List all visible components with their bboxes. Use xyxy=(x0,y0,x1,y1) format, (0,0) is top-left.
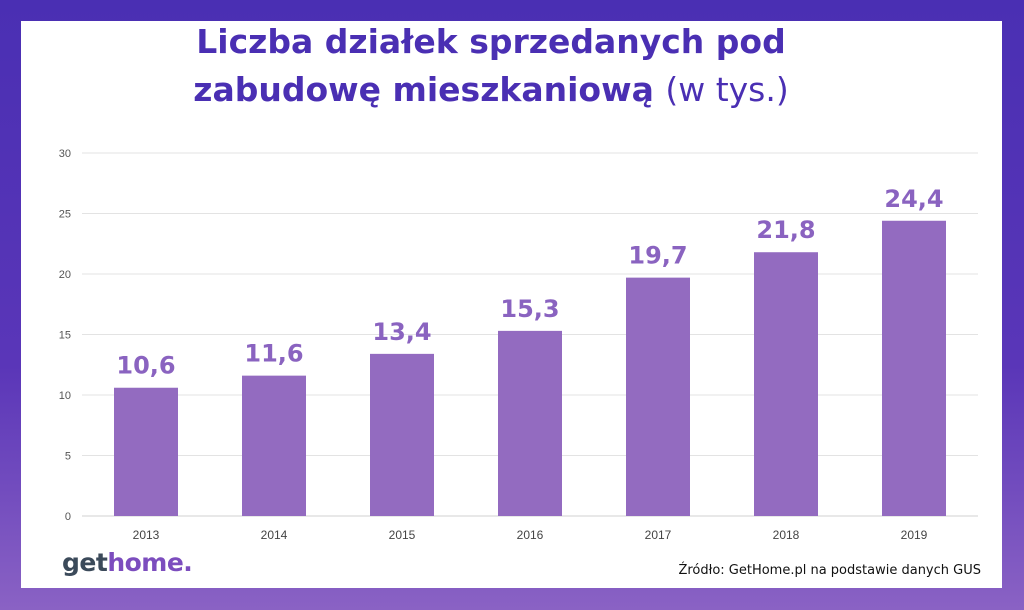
data-label-2013: 10,6 xyxy=(116,352,175,380)
bar-2015 xyxy=(370,353,434,516)
data-label-2017: 19,7 xyxy=(628,242,687,270)
bar-2016 xyxy=(498,330,562,516)
title-line-1: Liczba działek sprzedanych pod xyxy=(196,22,786,61)
y-tick-label: 20 xyxy=(59,269,71,281)
title-unit: (w tys.) xyxy=(665,70,789,109)
y-tick-label: 10 xyxy=(59,390,71,402)
y-tick-label: 5 xyxy=(65,451,71,463)
bar-2019 xyxy=(882,220,946,516)
data-label-2014: 11,6 xyxy=(244,340,303,368)
bar-2018 xyxy=(754,252,818,516)
x-tick-label: 2016 xyxy=(517,528,544,542)
data-label-2019: 24,4 xyxy=(884,185,943,213)
chart-title: Liczba działek sprzedanych pod zabudowę … xyxy=(0,18,1003,114)
logo-text-home: home. xyxy=(107,548,193,577)
bar-2013 xyxy=(114,387,178,516)
title-line-2: zabudowę mieszkaniową xyxy=(193,70,654,109)
y-tick-label: 30 xyxy=(59,148,71,160)
y-tick-label: 25 xyxy=(59,209,71,221)
x-tick-label: 2017 xyxy=(645,528,672,542)
logo-text-get: get xyxy=(62,548,108,577)
data-label-2015: 13,4 xyxy=(372,318,431,346)
x-tick-label: 2018 xyxy=(773,528,800,542)
x-tick-label: 2014 xyxy=(261,528,288,542)
bar-2014 xyxy=(242,375,306,516)
bar-2017 xyxy=(626,277,690,516)
y-tick-label: 0 xyxy=(65,511,71,523)
data-label-2018: 21,8 xyxy=(756,216,815,244)
x-tick-label: 2019 xyxy=(901,528,928,542)
data-label-2016: 15,3 xyxy=(500,295,559,323)
x-tick-label: 2013 xyxy=(133,528,160,542)
x-tick-label: 2015 xyxy=(389,528,416,542)
y-tick-label: 15 xyxy=(59,330,71,342)
source-note: Źródło: GetHome.pl na podstawie danych G… xyxy=(678,563,981,578)
gethome-logo: gethome. xyxy=(62,548,193,577)
